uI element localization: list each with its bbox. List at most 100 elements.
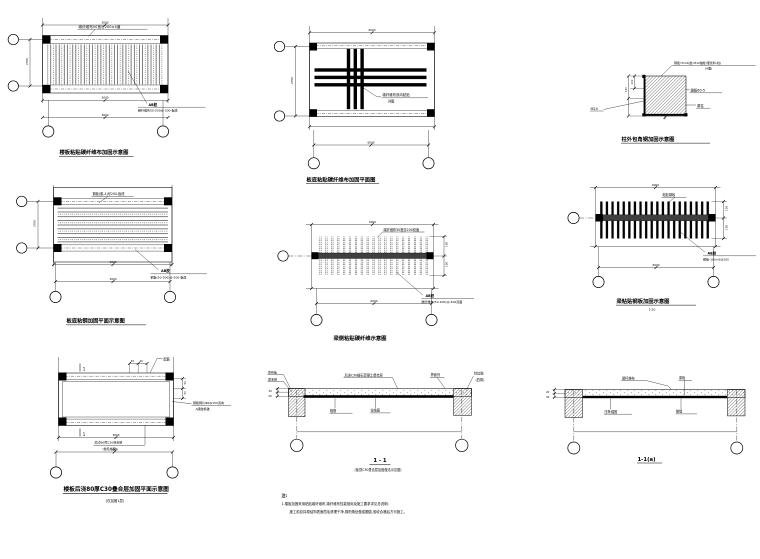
dim-label: 2700	[290, 77, 294, 84]
grid-bubble	[425, 314, 438, 326]
leader-label: AB胶	[149, 102, 158, 107]
leader-label: 配筋	[164, 356, 170, 361]
grid-bubble	[277, 250, 289, 262]
leader-label: 钢板-100×6@200	[703, 257, 729, 262]
grid-bubble	[310, 314, 323, 326]
dim-label: 40	[131, 359, 135, 363]
end-beam-right	[453, 388, 472, 416]
leader-label: 碳纤维布双向粘贴	[383, 92, 411, 97]
label: 压条锚固	[605, 409, 618, 414]
label: 原板	[679, 375, 686, 380]
leader-label: 粘贴钢板	[663, 192, 677, 197]
dim-label: 6000	[368, 28, 375, 32]
dim-label: 2700	[33, 220, 37, 227]
column-squares	[58, 372, 174, 426]
beam-band	[595, 214, 716, 221]
topping-slab	[288, 388, 472, 397]
slab-outline	[309, 42, 435, 117]
grid-bubble	[567, 441, 581, 455]
label: 封边胶	[474, 371, 484, 376]
dim-label: 20	[546, 390, 550, 394]
dim-label: 30	[269, 389, 273, 393]
dim-label: 3600	[112, 433, 119, 437]
end-beam-right	[727, 389, 746, 417]
notes-heading: 注:	[282, 492, 288, 498]
slab-outline	[53, 187, 173, 263]
panel-title: 楼板粘贴碳纤维布加固示意图	[60, 148, 129, 156]
dim-label: 6000	[369, 220, 376, 224]
section-mark: 1	[83, 366, 86, 371]
leader-label: 碳纤维布50宽@200×4道	[79, 24, 121, 29]
notes-line: 施工前应将原结构表面凿毛清理干净,阴阳角处做成圆弧,验收合格后方可施工。	[290, 509, 407, 514]
dim-label: 3600	[101, 113, 108, 117]
grid-bubble	[422, 157, 435, 170]
leader-label: 原柱	[697, 103, 704, 108]
panel-title: 梁侧粘贴碳纤维示意图	[334, 334, 387, 342]
grid-bubble	[16, 242, 28, 254]
panel-title: 1-1(a)	[638, 457, 656, 463]
leader-label: AB胶	[708, 250, 717, 255]
dim-label: 150	[445, 262, 449, 267]
cfrp-layer	[303, 395, 454, 398]
label: (四周)	[476, 377, 485, 382]
label: 凿毛层	[268, 376, 277, 381]
leader-label: 碳纤维布50-200@-200-板底	[138, 108, 178, 113]
grid-bubble	[16, 195, 28, 207]
dim-label: 100	[630, 79, 634, 84]
dim-label: 6000	[652, 263, 659, 267]
grid-bubble	[273, 110, 286, 122]
dim-label: 3600	[101, 96, 108, 100]
dim-label: 3600	[101, 21, 108, 25]
grid-bubbles	[273, 40, 310, 122]
label: 原有板	[268, 370, 277, 375]
panel-title: 1 - 1	[373, 458, 387, 464]
dim-label: 150	[445, 242, 449, 247]
rebar-mesh	[62, 381, 170, 418]
panel-subtitle: (板顶C30叠合层加固做法示意图)	[354, 467, 401, 472]
anchor-label: M24	[591, 107, 598, 111]
grid-bubble	[273, 40, 286, 53]
panel-beam-cfrp-elevation: 6000 150 150 碳纤维布50宽@200双面 AB胶 碳纤维布(50-1…	[277, 220, 474, 342]
dim-label: 30	[546, 395, 550, 399]
label: 植筋	[330, 408, 336, 413]
column-gridlines	[58, 357, 174, 441]
grid-bubbles	[7, 33, 43, 92]
column-hatched-section	[643, 75, 687, 117]
grid-bubble	[7, 33, 19, 46]
dim-label: 3600	[111, 447, 118, 451]
grid-bubble	[166, 466, 179, 479]
grid-bubble	[7, 80, 19, 92]
panel-section-1-1: 原有板 凿毛层 30 50 后浇C30细石混凝土叠合层 界面剂 封边胶 (四周)…	[267, 370, 485, 472]
slab-outline	[42, 35, 169, 94]
panel-title: 梁粘贴钢板加固示意图	[617, 297, 670, 305]
column-squares	[42, 35, 168, 93]
panel-title: 板底粘钢加固平面示意图	[67, 317, 125, 325]
grid-bubble	[290, 438, 304, 452]
leader-label: (凿毛处理)	[103, 446, 117, 451]
leader-label: AB胶	[161, 268, 170, 273]
grid-bubble	[157, 125, 169, 138]
label: 胶缝	[676, 409, 683, 414]
dim-label: 50	[183, 381, 187, 385]
cfrp-layer	[582, 395, 727, 399]
label: 拉结筋	[371, 408, 381, 413]
leader-label: 缀板60-5	[691, 87, 705, 92]
strengthening-bands	[314, 48, 427, 110]
label: 后浇C30细石混凝土叠合层	[345, 372, 383, 377]
leader-label: 详图	[388, 98, 394, 103]
panel-section-1-1a: 20 30 碳纤维布 原板 压条锚固 胶缝 1-1(a)	[546, 375, 746, 464]
grid-bubble	[42, 125, 55, 138]
column-squares	[53, 197, 172, 252]
notes-block: 注: 1.楼板加固采用粘贴碳纤维布,碳纤维布性能指标及施工要求详见总说明; 施工…	[282, 492, 407, 514]
steel-angles	[643, 77, 687, 116]
dim-label: 6000	[370, 299, 377, 303]
panel-beam-steel-elevation: 6000 粘贴钢板 150 150 AB胶 钢板-100×6@200 6000 …	[567, 183, 756, 311]
grid-bubble	[567, 212, 580, 224]
panel-title: 板底粘贴碳纤维布加固平面图	[307, 175, 376, 183]
leader-label: AB胶	[426, 293, 435, 298]
slab-outline	[58, 372, 174, 426]
dim-label: 3600	[109, 260, 116, 264]
leader-label: 碳纤维布50宽@200双面	[384, 227, 420, 232]
